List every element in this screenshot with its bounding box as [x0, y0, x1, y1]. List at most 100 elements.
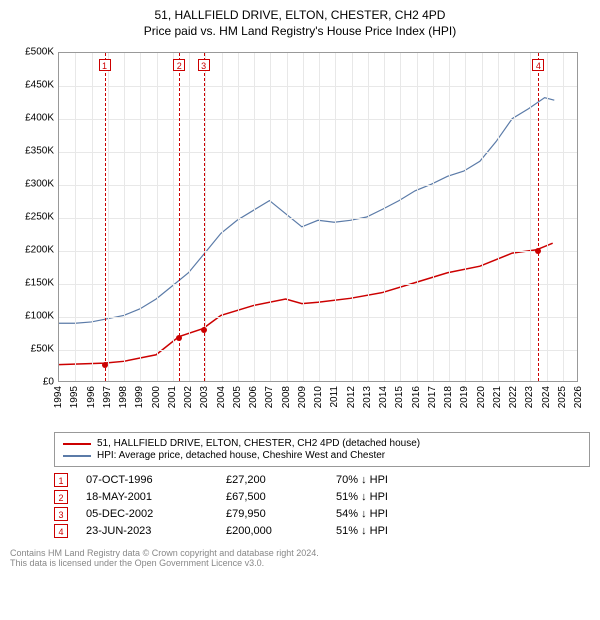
x-axis-label: 1997 — [102, 386, 113, 408]
transaction-key: 3 — [54, 507, 68, 521]
marker-line — [179, 53, 180, 381]
x-axis-label: 2026 — [573, 386, 584, 408]
footer-line1: Contains HM Land Registry data © Crown c… — [10, 548, 590, 558]
gridline-v — [189, 53, 190, 381]
x-axis-label: 1998 — [118, 386, 129, 408]
y-axis-label: £450K — [10, 80, 54, 91]
x-axis-label: 2004 — [216, 386, 227, 408]
legend-swatch — [63, 443, 91, 445]
line-layer — [59, 53, 577, 381]
gridline-v — [449, 53, 450, 381]
x-axis-label: 2014 — [378, 386, 389, 408]
transaction-key: 1 — [54, 473, 68, 487]
x-axis-label: 2000 — [151, 386, 162, 408]
x-axis-label: 2017 — [427, 386, 438, 408]
x-axis-label: 2002 — [183, 386, 194, 408]
y-axis-label: £150K — [10, 278, 54, 289]
marker-label: 4 — [532, 59, 544, 71]
legend-item: HPI: Average price, detached house, Ches… — [63, 450, 581, 461]
y-axis-label: £100K — [10, 311, 54, 322]
transaction-date: 18-MAY-2001 — [86, 491, 226, 503]
transaction-key: 2 — [54, 490, 68, 504]
gridline-v — [124, 53, 125, 381]
gridline-v — [140, 53, 141, 381]
marker-label: 3 — [198, 59, 210, 71]
x-axis-label: 2013 — [362, 386, 373, 408]
x-axis-label: 2010 — [313, 386, 324, 408]
transaction-delta: 51% ↓ HPI — [336, 525, 446, 537]
x-axis-label: 1995 — [69, 386, 80, 408]
gridline-h — [59, 218, 577, 219]
gridline-v — [530, 53, 531, 381]
series-hpi — [59, 98, 554, 324]
y-axis-label: £250K — [10, 212, 54, 223]
gridline-v — [563, 53, 564, 381]
x-axis-label: 2024 — [541, 386, 552, 408]
chart-container: 51, HALLFIELD DRIVE, ELTON, CHESTER, CH2… — [0, 0, 600, 620]
gridline-v — [75, 53, 76, 381]
gridline-v — [433, 53, 434, 381]
gridline-v — [222, 53, 223, 381]
x-axis-label: 2006 — [248, 386, 259, 408]
gridline-h — [59, 284, 577, 285]
gridline-v — [498, 53, 499, 381]
x-axis-label: 2008 — [281, 386, 292, 408]
gridline-v — [335, 53, 336, 381]
gridline-v — [384, 53, 385, 381]
x-axis-label: 2020 — [476, 386, 487, 408]
legend-item: 51, HALLFIELD DRIVE, ELTON, CHESTER, CH2… — [63, 438, 581, 449]
plot-region: 1 2 3 4 — [58, 52, 578, 382]
transaction-key: 4 — [54, 524, 68, 538]
footer-line2: This data is licensed under the Open Gov… — [10, 558, 590, 568]
transactions-table: 107-OCT-1996£27,20070% ↓ HPI218-MAY-2001… — [54, 473, 590, 538]
title-subtitle: Price paid vs. HM Land Registry's House … — [10, 24, 590, 38]
x-axis-label: 2012 — [346, 386, 357, 408]
x-axis-label: 2025 — [557, 386, 568, 408]
y-axis-label: £350K — [10, 146, 54, 157]
transaction-row: 423-JUN-2023£200,00051% ↓ HPI — [54, 524, 590, 538]
gridline-h — [59, 119, 577, 120]
marker-label: 2 — [173, 59, 185, 71]
gridline-h — [59, 86, 577, 87]
gridline-h — [59, 317, 577, 318]
chart-area: 1234 £0£50K£100K£150K£200K£250K£300K£350… — [10, 46, 590, 426]
gridline-v — [482, 53, 483, 381]
x-axis-label: 2007 — [264, 386, 275, 408]
x-axis-label: 1996 — [86, 386, 97, 408]
x-axis-label: 2005 — [232, 386, 243, 408]
transaction-date: 07-OCT-1996 — [86, 474, 226, 486]
gridline-v — [92, 53, 93, 381]
x-axis-label: 2021 — [492, 386, 503, 408]
marker-label: 1 — [99, 59, 111, 71]
transaction-price: £67,500 — [226, 491, 336, 503]
title-address: 51, HALLFIELD DRIVE, ELTON, CHESTER, CH2… — [10, 8, 590, 22]
transaction-date: 05-DEC-2002 — [86, 508, 226, 520]
marker-line — [538, 53, 539, 381]
x-axis-label: 2019 — [459, 386, 470, 408]
legend-label: HPI: Average price, detached house, Ches… — [97, 450, 385, 461]
x-axis-label: 2015 — [394, 386, 405, 408]
gridline-v — [303, 53, 304, 381]
y-axis-label: £300K — [10, 179, 54, 190]
x-axis-label: 1994 — [53, 386, 64, 408]
sale-point — [176, 335, 182, 341]
legend-label: 51, HALLFIELD DRIVE, ELTON, CHESTER, CH2… — [97, 438, 420, 449]
y-axis-label: £500K — [10, 47, 54, 58]
transaction-row: 107-OCT-1996£27,20070% ↓ HPI — [54, 473, 590, 487]
gridline-h — [59, 185, 577, 186]
y-axis-label: £400K — [10, 113, 54, 124]
gridline-v — [514, 53, 515, 381]
sale-point — [535, 248, 541, 254]
transaction-delta: 70% ↓ HPI — [336, 474, 446, 486]
gridline-v — [287, 53, 288, 381]
x-axis-label: 2018 — [443, 386, 454, 408]
gridline-v — [352, 53, 353, 381]
gridline-v — [108, 53, 109, 381]
gridline-v — [400, 53, 401, 381]
y-axis-label: £50K — [10, 344, 54, 355]
gridline-v — [173, 53, 174, 381]
transaction-delta: 54% ↓ HPI — [336, 508, 446, 520]
x-axis-label: 2023 — [524, 386, 535, 408]
transaction-row: 218-MAY-2001£67,50051% ↓ HPI — [54, 490, 590, 504]
x-axis-label: 2011 — [329, 386, 340, 408]
